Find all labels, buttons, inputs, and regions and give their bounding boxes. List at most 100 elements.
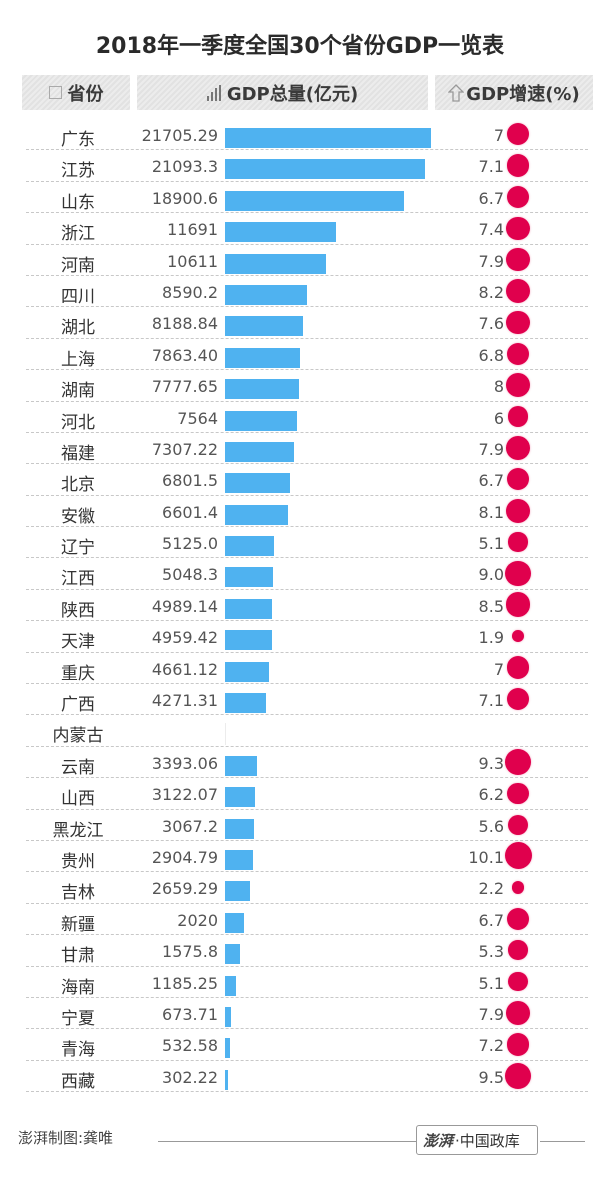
growth-rate-value: 7.9: [478, 1004, 504, 1024]
growth-rate-bubble: [504, 1062, 532, 1089]
footer-divider: [158, 1141, 416, 1142]
province-name: 宁夏: [61, 1008, 95, 1029]
growth-rate-bubble: [506, 1032, 530, 1056]
growth-rate-bubble: [505, 373, 530, 398]
gdp-bar: [225, 787, 255, 808]
growth-rate-value: 9.5: [478, 1067, 504, 1087]
gdp-value: 11691: [167, 220, 218, 240]
gdp-bar: [225, 347, 300, 368]
growth-rate-value: 8.2: [478, 282, 504, 302]
gdp-value: 1575.8: [162, 942, 218, 962]
bar-chart-icon: [206, 84, 221, 101]
gdp-bar: [225, 316, 303, 337]
province-name: 湖北: [61, 318, 95, 339]
growth-rate-value: 7: [493, 659, 504, 679]
footer-credit: 澎湃制图:龚唯: [18, 1129, 114, 1147]
gdp-value: 10611: [167, 251, 218, 271]
growth-rate-bubble: [511, 881, 525, 894]
growth-rate-bubble: [506, 216, 530, 240]
growth-rate-value: 6.8: [478, 345, 504, 365]
province-name: 浙江: [61, 224, 95, 245]
gdp-value: 21705.29: [141, 126, 218, 145]
gdp-bar: [225, 818, 255, 839]
table-row: 福建 7307.22 7.9: [0, 433, 600, 465]
growth-rate-value: 5.6: [478, 816, 504, 836]
province-name: 新疆: [61, 914, 95, 935]
gdp-value: 3393.06: [151, 753, 218, 773]
growth-rate-bubble: [505, 748, 531, 775]
column-header-province: 省份: [22, 75, 130, 110]
growth-rate-value: 7.9: [478, 251, 504, 271]
table-row: 安徽 6601.4 8.1: [0, 496, 600, 528]
gdp-bar: [225, 159, 426, 180]
growth-rate-bubble: [508, 532, 528, 552]
growth-rate-bubble: [507, 907, 529, 930]
table-row: 河南 10611 7.9: [0, 245, 600, 277]
gdp-bar: [225, 598, 273, 619]
gdp-bar: [225, 284, 307, 305]
gdp-bar: [225, 1006, 232, 1027]
chart-title: 2018年一季度全国30个省份GDP一览表: [95, 34, 505, 59]
gdp-bar: [225, 253, 326, 274]
province-name: 广东: [61, 130, 95, 150]
gdp-bar: [225, 693, 266, 714]
gdp-value: 7777.65: [151, 377, 218, 397]
growth-rate-value: 5.1: [478, 534, 504, 554]
growth-rate-value: 7.2: [478, 1036, 504, 1056]
gdp-value: 21093.3: [151, 157, 218, 177]
table-row: 上海 7863.40 6.8: [0, 339, 600, 371]
table-row: 四川 8590.2 8.2: [0, 276, 600, 308]
gdp-bar: [225, 441, 295, 462]
gdp-bar: [225, 1038, 231, 1059]
growth-rate-value: 6: [493, 408, 504, 428]
gdp-bar: [225, 567, 273, 588]
growth-rate-value: 1.9: [478, 628, 504, 648]
province-name: 内蒙古: [52, 726, 104, 747]
province-name: 河南: [61, 255, 95, 276]
empty-bar-axis: [225, 723, 226, 746]
logo-text: ·中国政库: [455, 1131, 520, 1150]
province-name: 四川: [61, 286, 95, 307]
gdp-value: 4271.31: [151, 691, 218, 711]
growth-rate-value: 6.7: [478, 188, 504, 208]
table-row: 北京 6801.5 6.7: [0, 464, 600, 497]
growth-rate-bubble: [505, 278, 531, 304]
growth-rate-value: 9.0: [478, 565, 504, 585]
growth-rate-bubble: [505, 498, 531, 523]
table-row: 湖北 8188.84 7.6: [0, 307, 600, 340]
province-name: 海南: [61, 977, 95, 998]
growth-rate-value: 8.1: [478, 502, 504, 522]
data-table: 广东 21705.29 7 江苏 21093.3 7.1 山东 18900.6 6.7 浙江 116…: [0, 119, 600, 1093]
table-row: 贵州 2904.79 10.1: [0, 841, 600, 873]
growth-rate-bubble: [506, 122, 530, 146]
province-name: 山东: [61, 192, 95, 213]
growth-rate-bubble: [505, 592, 531, 618]
province-name: 西藏: [61, 1071, 95, 1092]
gdp-bar: [225, 630, 273, 651]
gdp-value: 302.22: [162, 1067, 218, 1087]
growth-rate-value: 5.1: [478, 973, 504, 993]
growth-rate-bubble: [506, 154, 530, 177]
province-name: 天津: [61, 632, 95, 653]
table-row: 辽宁 5125.0 5.1: [0, 527, 600, 559]
gdp-value: 7863.40: [151, 345, 218, 365]
gdp-bar: [225, 661, 270, 682]
gdp-bar: [225, 849, 253, 870]
growth-rate-value: 8: [493, 377, 504, 397]
province-name: 云南: [61, 757, 95, 778]
gdp-value: 1185.25: [151, 973, 218, 993]
table-row: 内蒙古: [0, 715, 600, 748]
growth-rate-value: 7.9: [478, 439, 504, 459]
growth-rate-bubble: [507, 782, 529, 804]
growth-rate-bubble: [504, 842, 532, 870]
growth-rate-bubble: [512, 630, 524, 643]
growth-rate-bubble: [507, 468, 529, 491]
province-header-label: 省份: [67, 83, 104, 105]
column-header-gdp: GDP总量(亿元): [137, 75, 428, 110]
gdp-value: 6601.4: [162, 502, 218, 522]
growth-rate-value: 7.4: [478, 220, 504, 240]
table-row: 广东 21705.29 7: [0, 119, 600, 151]
gdp-bar: [225, 128, 431, 148]
gdp-value: 2020: [177, 910, 218, 930]
square-icon: [48, 86, 62, 99]
